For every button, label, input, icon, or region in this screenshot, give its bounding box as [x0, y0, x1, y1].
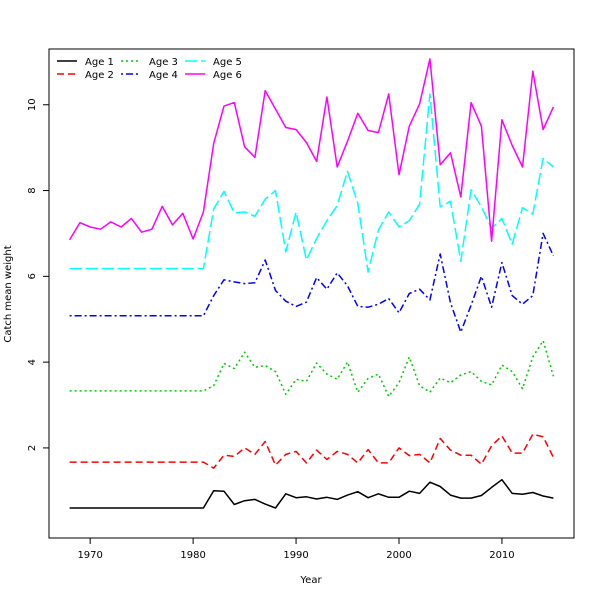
y-axis: 2 4 6 8 10: [27, 98, 50, 451]
x-tick-label: 2010: [489, 550, 514, 561]
y-tick-label: 8: [27, 187, 38, 193]
x-axis-title: Year: [299, 575, 322, 586]
y-axis-title: Catch mean weight: [3, 245, 14, 342]
legend-label-age-4: Age 4: [149, 70, 178, 81]
x-tick-label: 1990: [283, 550, 308, 561]
plot-frame: [48, 48, 575, 539]
y-tick-label: 4: [27, 359, 38, 365]
legend-label-age-5: Age 5: [213, 57, 242, 68]
legend-label-age-3: Age 3: [149, 57, 178, 68]
series-line-age-1: [69, 478, 554, 509]
x-tick-label: 1980: [180, 550, 205, 561]
legend-label-age-6: Age 6: [213, 70, 242, 81]
series-line-age-2: [69, 433, 555, 469]
y-tick-label: 6: [27, 273, 38, 279]
x-axis: 1970 1980 1990 2000 2010: [77, 537, 515, 561]
y-tick-label: 2: [27, 445, 38, 451]
legend: Age 1 Age 2 Age 3 Age 4 Age 5 Age 6: [57, 57, 242, 81]
series-line-age-3: [69, 339, 555, 398]
legend-label-age-1: Age 1: [85, 57, 114, 68]
y-tick-label: 10: [27, 98, 38, 111]
series-line-age-6: [68, 58, 555, 242]
series-line-age-5: [69, 93, 554, 273]
x-tick-label: 2000: [386, 550, 411, 561]
series-layer: [68, 58, 555, 509]
series-line-age-4: [69, 232, 555, 333]
x-tick-label: 1970: [77, 550, 102, 561]
legend-label-age-2: Age 2: [85, 70, 114, 81]
